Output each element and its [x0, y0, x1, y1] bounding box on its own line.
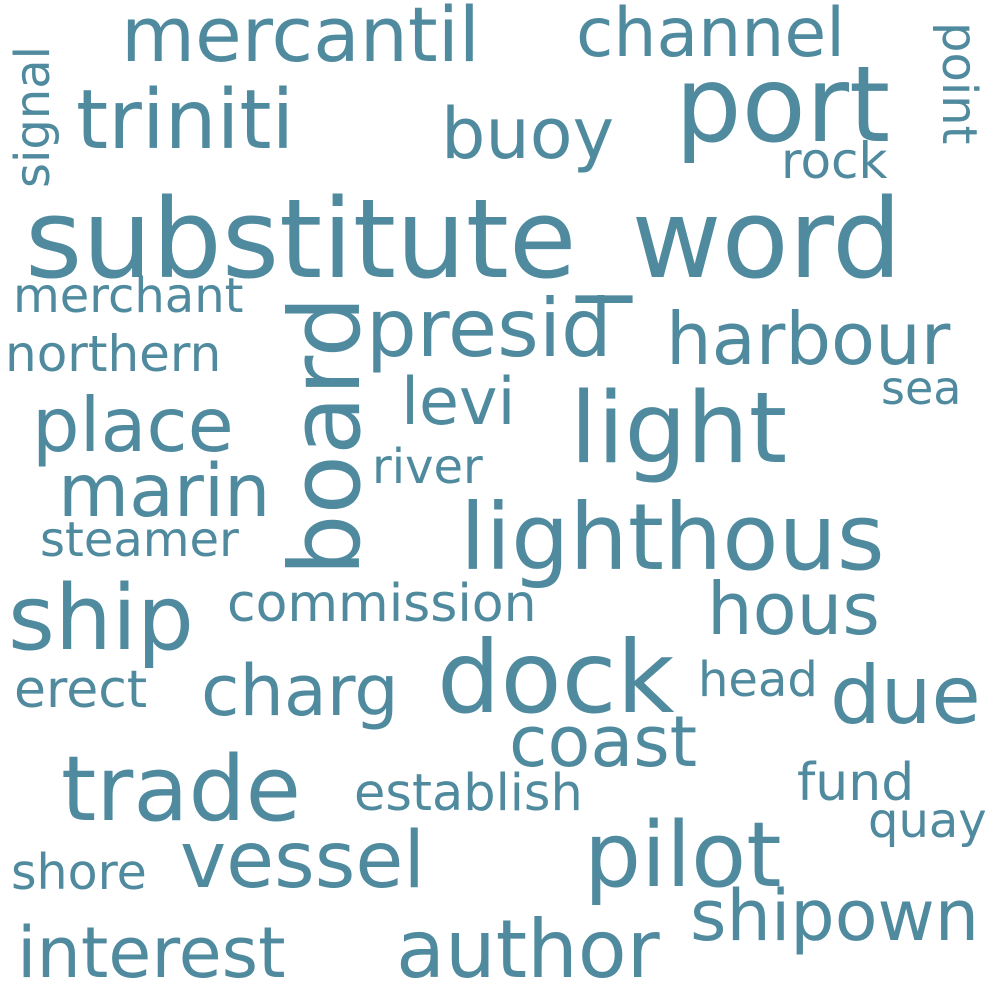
word-mercantil: mercantil — [121, 0, 480, 79]
word-pilot: pilot — [584, 803, 782, 908]
word-establish: establish — [354, 764, 583, 823]
word-levi: levi — [401, 365, 516, 440]
word-author: author — [396, 903, 660, 996]
word-lighthous: lighthous — [460, 484, 885, 591]
word-interest: interest — [17, 912, 286, 994]
word-commission: commission — [227, 574, 537, 634]
word-marin: marin — [58, 449, 271, 534]
word-point: point — [931, 22, 987, 145]
word-port: port — [675, 44, 891, 166]
word-shipown: shipown — [690, 875, 980, 957]
word-fund: fund — [797, 753, 915, 813]
word-presid: presid — [366, 282, 612, 375]
word-board: board — [269, 295, 382, 576]
word-coast: coast — [509, 701, 698, 783]
word-head: head — [698, 652, 818, 708]
word-trade: trade — [61, 737, 301, 842]
word-ship: ship — [8, 566, 195, 671]
word-quay: quay — [868, 793, 987, 849]
word-steamer: steamer — [40, 512, 239, 568]
word-channel: channel — [576, 0, 846, 73]
word-rock: rock — [781, 132, 888, 190]
word-sea: sea — [881, 361, 962, 415]
word-substitute-word: substitute_word — [25, 175, 902, 303]
word-northern: northern — [5, 325, 222, 383]
word-due: due — [830, 649, 981, 742]
word-light: light — [570, 372, 788, 486]
word-buoy: buoy — [441, 93, 615, 175]
word-vessel: vessel — [180, 816, 426, 906]
word-river: river — [372, 439, 483, 495]
word-merchant: merchant — [13, 268, 244, 324]
word-triniti: triniti — [76, 73, 295, 168]
word-shore: shore — [11, 844, 147, 901]
word-place: place — [32, 381, 234, 469]
word-erect: erect — [14, 660, 148, 720]
word-hous: hous — [707, 567, 880, 651]
word-charg: charg — [201, 650, 399, 732]
word-signal: signal — [5, 46, 61, 188]
word-dock: dock — [437, 619, 675, 736]
word-harbour: harbour — [666, 297, 951, 381]
